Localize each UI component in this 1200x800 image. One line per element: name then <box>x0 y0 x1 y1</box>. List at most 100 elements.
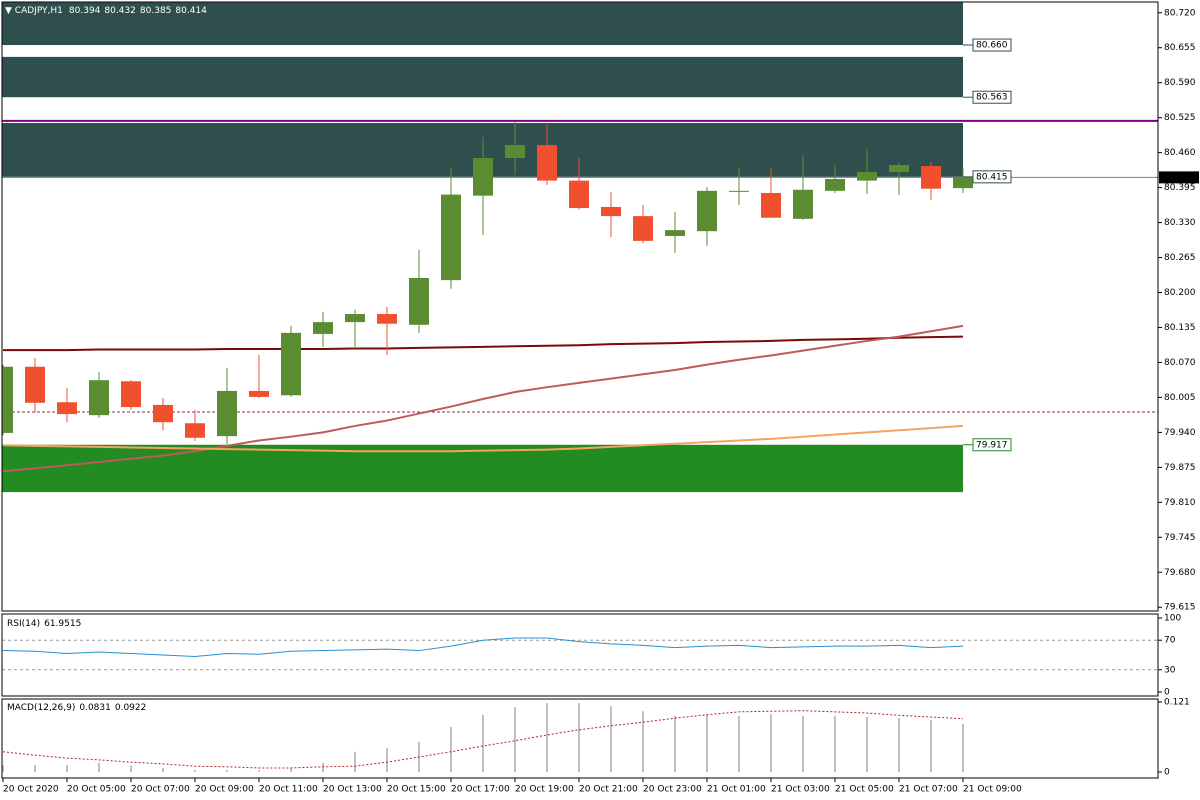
candle-body <box>601 206 621 217</box>
y-tick-label: 79.745 <box>1164 533 1196 543</box>
y-tick-label: 0 <box>1164 768 1170 778</box>
candle-body <box>2 366 13 433</box>
macd-bar <box>610 706 612 772</box>
candle-body <box>537 145 557 181</box>
candle-body <box>569 180 589 209</box>
macd-bar <box>834 715 836 772</box>
macd-plot <box>2 703 964 772</box>
price-plot <box>2 2 1158 493</box>
y-tick-label: 79.940 <box>1164 428 1196 438</box>
macd-signal-value: 0.0922 <box>115 703 147 713</box>
ohlc-open: 80.394 <box>69 6 101 16</box>
macd-bar <box>930 719 932 772</box>
header: ▼ CADJPY,H1 80.394 80.432 80.385 80.414 <box>5 6 207 16</box>
macd-bar <box>450 726 452 772</box>
y-tick-label: 80.395 <box>1164 183 1196 193</box>
y-tick-label: 79.810 <box>1164 498 1196 508</box>
x-tick-label: 20 Oct 09:00 <box>195 785 254 795</box>
macd-bar <box>706 714 708 772</box>
macd-bar <box>386 748 388 772</box>
candle-body <box>57 402 77 415</box>
candle-body <box>441 194 461 281</box>
x-tick-label: 20 Oct 17:00 <box>451 785 510 795</box>
macd-frame <box>1 698 1159 779</box>
y-tick-label: 0.121 <box>1164 698 1190 708</box>
x-tick-label: 21 Oct 05:00 <box>835 785 894 795</box>
candle-body <box>313 322 333 334</box>
moving-average <box>2 324 964 473</box>
macd-bar <box>738 715 740 772</box>
zone-label: 80.563 <box>976 93 1008 103</box>
macd-bar <box>194 770 196 772</box>
zone <box>2 56 963 98</box>
x-tick-label: 20 Oct 21:00 <box>579 785 638 795</box>
candle-body <box>25 366 45 403</box>
macd-bar <box>34 765 36 772</box>
macd-bar <box>962 723 964 772</box>
candle-body <box>409 277 429 325</box>
candle-body <box>153 404 173 423</box>
candle-body <box>249 390 269 397</box>
candle-body <box>281 332 301 396</box>
candle-body <box>377 314 397 324</box>
x-tick-label: 20 Oct 07:00 <box>131 785 190 795</box>
macd-bar <box>546 703 548 772</box>
macd-bar <box>770 714 772 772</box>
axes: 80.660 80.563 80.415 79.917 80.720 80.655 80.5… <box>2 8 1199 795</box>
macd-bar <box>226 770 228 772</box>
candle-body <box>633 216 653 241</box>
x-tick-label: 20 Oct 05:00 <box>67 785 126 795</box>
macd-title: MACD(12,26,9) <box>7 703 75 713</box>
y-tick-label: 79.875 <box>1164 463 1196 473</box>
candle-body <box>729 190 749 192</box>
x-tick-label: 21 Oct 03:00 <box>771 785 830 795</box>
signal-line <box>2 710 964 769</box>
macd-bar <box>642 711 644 772</box>
ohlc-high: 80.432 <box>104 6 136 16</box>
candle-body <box>889 165 909 173</box>
x-tick-label: 20 Oct 13:00 <box>323 785 382 795</box>
menu-arrow: ▼ <box>5 6 15 16</box>
y-tick-label: 80.265 <box>1164 253 1196 263</box>
x-tick-label: 21 Oct 09:00 <box>963 785 1022 795</box>
zone-label-box <box>972 38 1012 52</box>
y-tick-label: 79.615 <box>1164 603 1196 613</box>
macd-bar <box>258 770 260 772</box>
y-tick-label: 80.135 <box>1164 323 1196 333</box>
candle-body <box>825 178 845 191</box>
candle-body <box>953 177 973 189</box>
macd-bar <box>66 765 68 772</box>
y-tick-label: 80.200 <box>1164 288 1196 298</box>
macd-bar <box>354 751 356 772</box>
y-tick-label: 80.460 <box>1164 148 1196 158</box>
x-tick-label: 20 Oct 19:00 <box>515 785 574 795</box>
zone-label: 79.917 <box>976 440 1008 450</box>
candle-body <box>505 145 525 159</box>
x-tick-label: 20 Oct 2020 <box>3 785 59 795</box>
ohlc-close: 80.414 <box>175 6 207 16</box>
y-tick-label: 80.070 <box>1164 358 1196 368</box>
macd-bar <box>802 715 804 772</box>
moving-average <box>3 335 964 352</box>
macd-bar <box>130 765 132 772</box>
rsi-title: RSI(14) <box>7 619 40 629</box>
zone-label: 80.660 <box>976 41 1008 51</box>
moving-average <box>2 424 964 453</box>
macd-bar <box>866 717 868 772</box>
candle-body <box>185 423 205 438</box>
x-tick-label: 20 Oct 23:00 <box>643 785 702 795</box>
ohlc-low: 80.385 <box>140 6 172 16</box>
y-tick-label: 0 <box>1164 688 1170 698</box>
price-label: 80.414 <box>1163 173 1195 183</box>
candle-body <box>121 381 141 408</box>
x-tick-label: 21 Oct 01:00 <box>707 785 766 795</box>
candle-body <box>217 390 237 437</box>
macd-bar <box>322 762 324 772</box>
zone-label-box <box>972 170 1012 184</box>
macd-bar <box>2 765 4 772</box>
y-tick-label: 79.680 <box>1164 568 1196 578</box>
macd-value: 0.0831 <box>79 703 111 713</box>
candle-body <box>761 192 781 218</box>
rsi-plot <box>2 637 1158 671</box>
